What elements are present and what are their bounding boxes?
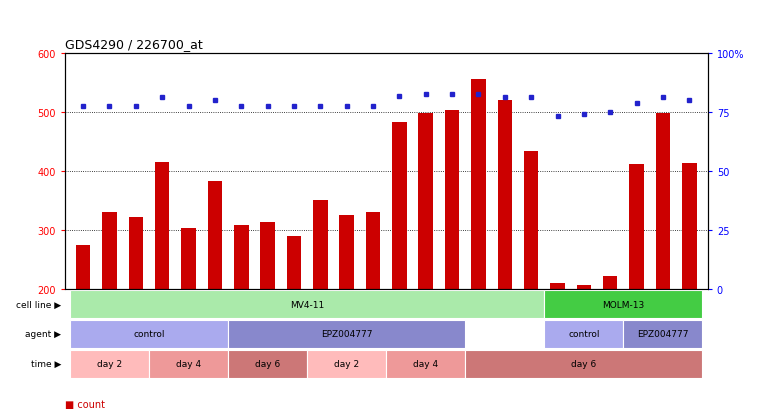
Text: day 2: day 2: [97, 359, 122, 368]
Bar: [155, 163, 170, 289]
Bar: [228, 320, 465, 348]
Bar: [181, 228, 196, 289]
Text: EPZ004777: EPZ004777: [637, 330, 689, 339]
Bar: [76, 245, 91, 289]
Bar: [392, 123, 406, 289]
Text: day 4: day 4: [176, 359, 201, 368]
Bar: [129, 217, 143, 289]
Text: GDS4290 / 226700_at: GDS4290 / 226700_at: [65, 38, 202, 51]
Text: EPZ004777: EPZ004777: [321, 330, 372, 339]
Bar: [260, 223, 275, 289]
Bar: [682, 164, 696, 289]
Bar: [149, 350, 228, 378]
Bar: [102, 213, 116, 289]
Text: MV4-11: MV4-11: [290, 300, 324, 309]
Text: MOLM-13: MOLM-13: [602, 300, 645, 309]
Bar: [287, 236, 301, 289]
Bar: [208, 181, 222, 289]
Bar: [544, 320, 623, 348]
Bar: [498, 101, 512, 289]
Text: day 6: day 6: [255, 359, 280, 368]
Bar: [366, 213, 380, 289]
Bar: [307, 350, 387, 378]
Text: agent ▶: agent ▶: [25, 330, 61, 339]
Text: ■ count: ■ count: [65, 399, 105, 409]
Bar: [387, 350, 465, 378]
Bar: [234, 225, 249, 289]
Text: day 6: day 6: [572, 359, 597, 368]
Bar: [313, 201, 327, 289]
Bar: [656, 114, 670, 289]
Bar: [550, 283, 565, 289]
Bar: [471, 80, 486, 289]
Text: control: control: [133, 330, 165, 339]
Text: time ▶: time ▶: [30, 359, 61, 368]
Bar: [339, 216, 354, 289]
Bar: [603, 276, 617, 289]
Bar: [577, 285, 591, 289]
Bar: [228, 350, 307, 378]
Bar: [70, 290, 544, 318]
Bar: [465, 350, 702, 378]
Bar: [419, 114, 433, 289]
Bar: [623, 320, 702, 348]
Text: day 4: day 4: [413, 359, 438, 368]
Text: control: control: [568, 330, 600, 339]
Bar: [629, 164, 644, 289]
Bar: [445, 111, 460, 289]
Text: day 2: day 2: [334, 359, 359, 368]
Text: cell line ▶: cell line ▶: [16, 300, 61, 309]
Bar: [524, 152, 538, 289]
Bar: [70, 320, 228, 348]
Bar: [70, 350, 149, 378]
Bar: [544, 290, 702, 318]
